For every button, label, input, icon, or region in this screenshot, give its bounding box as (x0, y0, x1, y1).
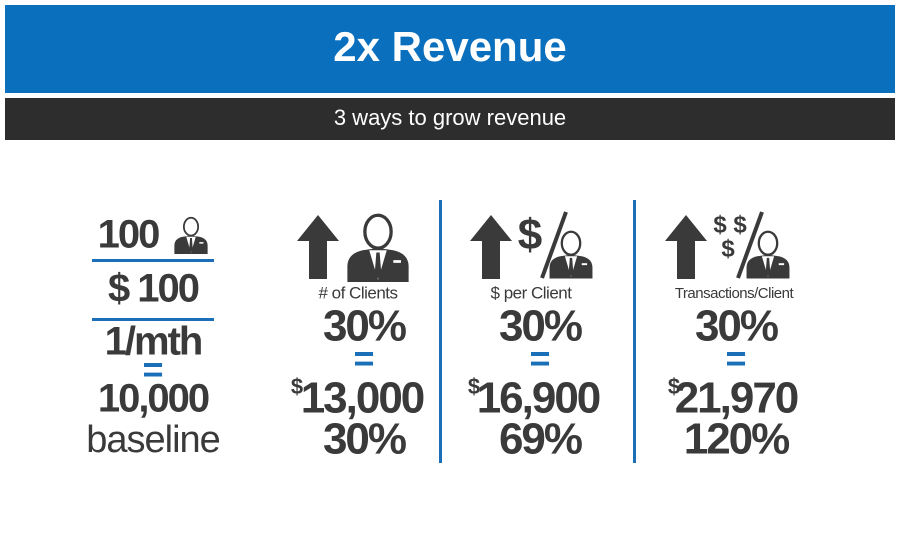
icon-symbol: $ (733, 211, 747, 238)
arrow-icon (665, 215, 707, 279)
column-total: 21,970 (675, 374, 798, 423)
column-total-growth: 69% (499, 415, 582, 464)
person-icon (173, 216, 209, 254)
title-banner (5, 5, 895, 93)
baseline-frequency: 1/mth (105, 320, 202, 364)
column-label: # of Clients (318, 283, 397, 302)
icon-slash (540, 211, 568, 279)
equals: = (725, 338, 746, 379)
column-total-growth: 30% (323, 415, 406, 464)
title: 2x Revenue (333, 23, 566, 70)
icon-symbol: $ (713, 211, 727, 238)
column-total-growth: 120% (684, 415, 789, 464)
baseline-clients: 100 (98, 213, 159, 257)
baseline-label: baseline (86, 419, 220, 461)
equals: = (353, 338, 374, 379)
subtitle: 3 ways to grow revenue (334, 105, 566, 130)
column-total: 16,900 (477, 374, 600, 423)
column-divider (439, 200, 442, 463)
equals: = (529, 338, 550, 379)
person-icon (345, 213, 411, 282)
currency: $ (468, 374, 480, 399)
icon-symbol: $ (721, 235, 735, 262)
equals: = (142, 349, 163, 390)
column-label: $ per Client (491, 283, 573, 302)
currency: $ (668, 374, 680, 399)
icon-slash (736, 211, 764, 279)
column-growth: 30% (499, 302, 582, 351)
baseline-total: 10,000 (98, 377, 209, 421)
icon-symbol: $ (518, 211, 542, 260)
column-label: Transactions/Client (675, 285, 795, 302)
column-divider (633, 200, 636, 463)
column-growth: 30% (695, 302, 778, 351)
arrow-icon (297, 215, 339, 279)
column-growth: 30% (323, 302, 406, 351)
divider (92, 259, 214, 262)
baseline-price: $ 100 (108, 267, 199, 311)
column-total: 13,000 (301, 374, 424, 423)
subtitle-bar (5, 98, 895, 140)
arrow-icon (470, 215, 512, 279)
divider (92, 318, 214, 321)
currency: $ (291, 374, 303, 399)
